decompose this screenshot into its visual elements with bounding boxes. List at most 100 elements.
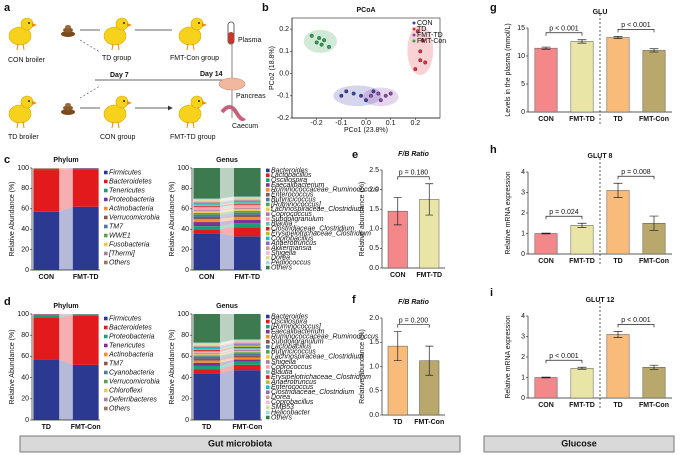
legend-swatch (266, 207, 270, 212)
chart-title: Phylum (53, 157, 78, 164)
flow (59, 314, 73, 318)
legend-swatch (104, 334, 108, 339)
bar-segment (193, 345, 220, 347)
x-tick-label: FMT-TD (234, 274, 260, 281)
bar-segment (72, 315, 99, 365)
bar-segment (33, 314, 60, 316)
bar-segment (33, 168, 60, 170)
legend-swatch (104, 388, 108, 393)
legend-label: Shigella (271, 250, 296, 257)
point (418, 58, 423, 63)
chart-title: Genus (216, 303, 238, 310)
legend-label: Others (109, 405, 131, 412)
legend-swatch (104, 197, 108, 202)
point (423, 60, 428, 65)
y-axis-label: Levels in the plasma (mmol/L) (505, 23, 512, 116)
legend-marker (412, 21, 416, 25)
panel-label: c (4, 154, 10, 166)
flow (220, 233, 234, 270)
bar-segment (234, 341, 261, 343)
flow (220, 199, 234, 203)
flow (220, 341, 234, 346)
legend-swatch (266, 202, 270, 207)
bar-segment (234, 346, 261, 348)
bar (534, 47, 558, 113)
y-tick-label: 0.5 (369, 245, 379, 252)
y-tick-label: 100 (17, 311, 29, 318)
legend-swatch (266, 365, 270, 369)
bar-segment (193, 214, 220, 217)
bar-segment (193, 210, 220, 213)
legend-swatch (266, 400, 270, 405)
flow (220, 198, 234, 202)
x-tick-label: TD (42, 424, 51, 431)
chart-title: F/B Ratio (398, 299, 429, 306)
bar-segment (193, 200, 220, 202)
y-tick-label: -0.1 (277, 93, 289, 100)
x-tick-label: TD (393, 419, 402, 426)
flow (220, 168, 234, 199)
bar-segment (234, 347, 261, 349)
legend-label: Oscillospira (271, 177, 307, 184)
y-axis-label: Relative abundance (%) (359, 329, 366, 404)
y-tick-label: 1.0 (369, 363, 379, 370)
bar-segment (193, 355, 220, 357)
bar-segment (193, 222, 220, 227)
bar-segment (193, 209, 220, 211)
y-tick-label: 40 (21, 374, 29, 381)
flow (220, 353, 234, 359)
legend-swatch (266, 265, 270, 270)
significance-bracket (545, 359, 583, 364)
legend-swatch (104, 242, 108, 247)
point (418, 49, 423, 54)
bar-segment (234, 353, 261, 356)
bar-segment (234, 201, 261, 203)
legend-label: Faecalibacterium (271, 182, 324, 189)
legend-swatch (266, 385, 270, 389)
point (383, 93, 388, 98)
legend-label: Blautia (271, 369, 293, 376)
bar-segment (234, 212, 261, 215)
y-tick-label: 2.0 (369, 186, 379, 193)
bar-segment (193, 369, 220, 374)
error-bar (577, 366, 587, 370)
legend-label: Helicobacter (271, 409, 311, 416)
chart-title: Phylum (53, 303, 78, 310)
bar-segment (193, 226, 220, 230)
flow (220, 352, 234, 357)
flow (59, 206, 73, 270)
bar-segment (234, 342, 261, 344)
panel-label: d (4, 296, 11, 308)
flow (220, 214, 234, 219)
bar-segment (234, 214, 261, 217)
legend-label: Erysipelotrichaceae_Clostridium (271, 374, 371, 381)
flow (220, 350, 234, 355)
point (359, 93, 364, 98)
legend-marker (412, 39, 416, 43)
flow (220, 202, 234, 206)
bar-segment (234, 352, 261, 354)
bar-segment (193, 347, 220, 349)
bar (606, 37, 630, 113)
bar-segment (193, 233, 220, 270)
bar-segment (234, 351, 261, 353)
flow (220, 212, 234, 217)
legend-swatch (104, 397, 108, 402)
point (339, 93, 344, 98)
x-tick-label: FMT-TD (416, 272, 442, 279)
flow (220, 348, 234, 354)
bar-segment (234, 355, 261, 358)
legend-label: Lactobacillus (271, 344, 312, 351)
error-bar (541, 46, 551, 50)
flow (220, 355, 234, 361)
bar-segment (193, 229, 220, 234)
point (376, 91, 381, 96)
y-tick-label: 60 (21, 353, 29, 360)
flow (220, 205, 234, 210)
x-tick-label: TD (202, 424, 211, 431)
bar-segment (193, 168, 220, 199)
chick-icon (8, 95, 38, 129)
pancreas-icon (218, 77, 246, 91)
significance-bracket (545, 32, 583, 36)
bar-segment (234, 314, 261, 340)
